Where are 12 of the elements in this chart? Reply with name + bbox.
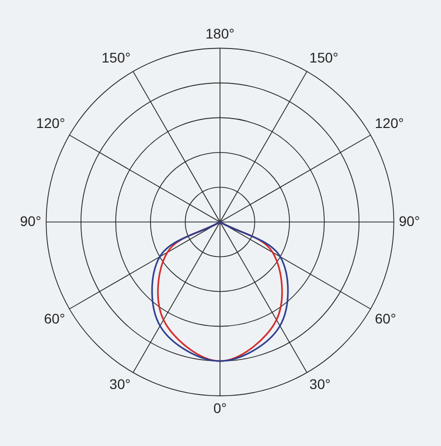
spoke-label: 120°: [36, 115, 66, 132]
spoke-label: 150°: [102, 50, 131, 66]
spoke-label: 120°: [374, 115, 404, 132]
spoke-label: 90°: [398, 212, 420, 229]
spoke-label: 30°: [109, 376, 131, 392]
spoke-label: 150°: [309, 50, 338, 66]
spoke-label: 60°: [374, 310, 396, 327]
spoke-label: 90°: [20, 212, 42, 229]
spoke-label: 60°: [44, 310, 66, 327]
spoke-label: 30°: [309, 376, 331, 392]
spoke-label: 180°: [206, 26, 234, 42]
spoke-label: 0°: [213, 400, 227, 416]
